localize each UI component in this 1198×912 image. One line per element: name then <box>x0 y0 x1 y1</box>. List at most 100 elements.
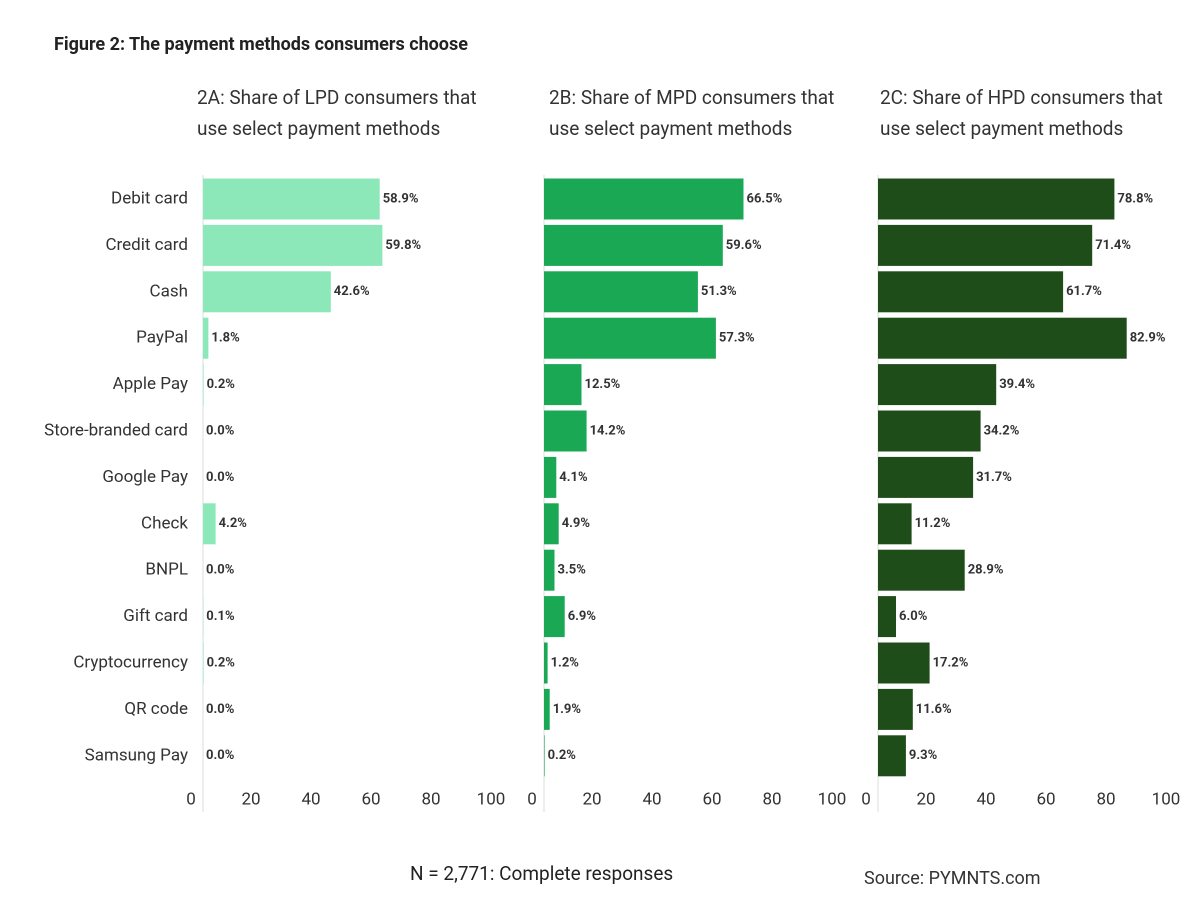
x-tick-label: 20 <box>241 789 260 809</box>
x-tick-label: 100 <box>477 789 506 809</box>
value-label: 51.3% <box>701 284 737 299</box>
value-label: 0.0% <box>206 748 235 763</box>
bar <box>878 271 1064 313</box>
category-label: PayPal <box>136 328 188 348</box>
category-label: Debit card <box>111 188 188 208</box>
value-label: 6.9% <box>568 609 597 624</box>
category-label: Credit card <box>105 235 188 255</box>
value-label: 34.2% <box>984 423 1020 438</box>
value-label: 4.1% <box>559 470 588 485</box>
bar <box>203 271 331 313</box>
value-label: 6.0% <box>899 609 928 624</box>
value-label: 14.2% <box>590 423 626 438</box>
value-label: 3.5% <box>558 563 587 578</box>
x-tick-label: 100 <box>818 789 847 809</box>
footnote: N = 2,771: Complete responses <box>410 862 674 885</box>
x-tick-label: 80 <box>421 789 440 809</box>
source: Source: PYMNTS.com <box>864 868 1041 889</box>
value-label: 59.8% <box>385 238 421 253</box>
value-label: 0.0% <box>206 423 235 438</box>
value-label: 9.3% <box>909 748 938 763</box>
bar <box>878 642 930 684</box>
category-label: Gift card <box>123 606 188 626</box>
bar <box>878 456 974 498</box>
figure-title: Figure 2: The payment methods consumers … <box>54 34 468 55</box>
bar <box>203 224 383 266</box>
value-label: 11.2% <box>915 516 951 531</box>
category-label: Samsung Pay <box>85 745 188 765</box>
panel-title: 2A: Share of LPD consumers that use sele… <box>197 86 477 140</box>
bar <box>544 456 557 498</box>
value-label: 11.6% <box>916 702 952 717</box>
category-label: Apple Pay <box>113 374 188 394</box>
value-label: 0.1% <box>206 609 235 624</box>
x-tick-label: 80 <box>1096 789 1115 809</box>
x-tick-label: 40 <box>301 789 320 809</box>
value-label: 0.2% <box>207 377 236 392</box>
bar <box>878 503 912 545</box>
value-label: 17.2% <box>933 655 969 670</box>
bar <box>544 596 565 638</box>
bar <box>878 735 906 777</box>
bar <box>544 688 550 730</box>
x-tick-label: 60 <box>361 789 380 809</box>
value-label: 12.5% <box>585 377 621 392</box>
value-label: 0.2% <box>548 748 577 763</box>
value-label: 1.2% <box>551 655 580 670</box>
value-label: 78.8% <box>1117 191 1153 206</box>
value-label: 0.2% <box>207 655 236 670</box>
x-tick-label: 60 <box>702 789 721 809</box>
value-label: 4.9% <box>562 516 591 531</box>
bar <box>544 503 559 545</box>
value-label: 82.9% <box>1130 331 1166 346</box>
panel-title: 2B: Share of MPD consumers that use sele… <box>549 86 835 140</box>
bar <box>878 317 1127 359</box>
value-label: 0.0% <box>206 470 235 485</box>
bar <box>203 317 209 359</box>
x-tick-label: 60 <box>1036 789 1055 809</box>
panel-title: 2C: Share of HPD consumers that use sele… <box>880 86 1163 140</box>
bar <box>878 224 1093 266</box>
category-label: Store-branded card <box>44 420 188 440</box>
value-label: 39.4% <box>999 377 1035 392</box>
bar <box>544 317 716 359</box>
x-tick-label: 100 <box>1152 789 1181 809</box>
value-label: 42.6% <box>334 284 370 299</box>
bar <box>878 178 1115 220</box>
x-tick-label: 20 <box>916 789 935 809</box>
value-label: 0.0% <box>206 563 235 578</box>
value-label: 31.7% <box>976 470 1012 485</box>
bar <box>544 735 545 777</box>
bar <box>544 224 723 266</box>
value-label: 66.5% <box>747 191 783 206</box>
value-label: 57.3% <box>719 331 755 346</box>
category-label: Google Pay <box>102 467 188 487</box>
value-label: 0.0% <box>206 702 235 717</box>
bar <box>203 503 216 545</box>
bar <box>544 178 744 220</box>
x-tick-label: 20 <box>582 789 601 809</box>
bar <box>544 549 555 591</box>
x-tick-label: 80 <box>762 789 781 809</box>
bar <box>203 642 204 684</box>
category-label: Cash <box>150 281 188 301</box>
x-tick-label: 40 <box>976 789 995 809</box>
value-label: 1.9% <box>553 702 582 717</box>
bar <box>203 364 204 406</box>
category-label: Check <box>141 513 188 533</box>
x-tick-label: 0 <box>186 789 196 809</box>
value-label: 61.7% <box>1066 284 1102 299</box>
bar <box>544 364 582 406</box>
x-tick-label: 40 <box>642 789 661 809</box>
bar <box>878 688 913 730</box>
value-label: 4.2% <box>219 516 248 531</box>
value-label: 28.9% <box>968 563 1004 578</box>
value-label: 71.4% <box>1095 238 1131 253</box>
bar <box>203 178 380 220</box>
value-label: 59.6% <box>726 238 762 253</box>
x-tick-label: 0 <box>527 789 537 809</box>
category-label: Cryptocurrency <box>73 652 188 672</box>
bar <box>544 410 587 452</box>
x-tick-label: 0 <box>861 789 871 809</box>
bar <box>544 271 698 313</box>
